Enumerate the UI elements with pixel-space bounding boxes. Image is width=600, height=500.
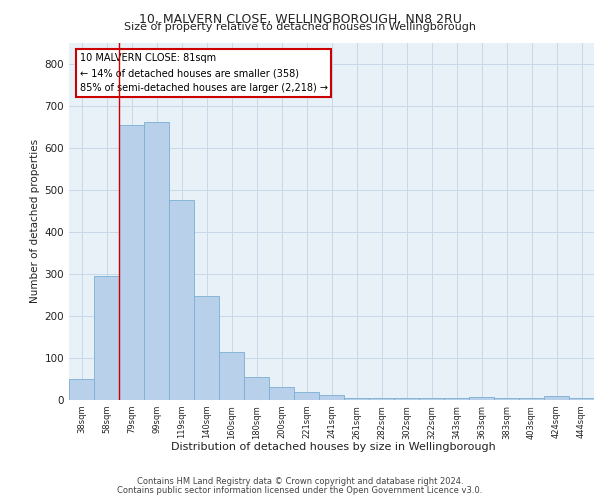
Bar <box>444 398 469 400</box>
Bar <box>494 398 519 400</box>
Text: Contains HM Land Registry data © Crown copyright and database right 2024.: Contains HM Land Registry data © Crown c… <box>137 477 463 486</box>
Bar <box>219 352 244 400</box>
Bar <box>319 395 344 400</box>
Bar <box>119 124 144 400</box>
Text: 10 MALVERN CLOSE: 81sqm
← 14% of detached houses are smaller (358)
85% of semi-d: 10 MALVERN CLOSE: 81sqm ← 14% of detache… <box>79 53 328 93</box>
Bar <box>94 276 119 400</box>
Bar <box>569 398 594 400</box>
Text: Distribution of detached houses by size in Wellingborough: Distribution of detached houses by size … <box>170 442 496 452</box>
Text: 10, MALVERN CLOSE, WELLINGBOROUGH, NN8 2RU: 10, MALVERN CLOSE, WELLINGBOROUGH, NN8 2… <box>139 12 461 26</box>
Bar <box>519 398 544 400</box>
Bar <box>244 377 269 400</box>
Bar <box>344 398 369 400</box>
Bar <box>194 296 219 400</box>
Bar <box>469 396 494 400</box>
Bar <box>169 200 194 400</box>
Bar <box>544 396 569 400</box>
Bar <box>394 398 419 400</box>
Bar <box>369 398 394 400</box>
Y-axis label: Number of detached properties: Number of detached properties <box>31 139 40 304</box>
Bar <box>144 122 169 400</box>
Bar <box>269 388 294 400</box>
Bar <box>419 398 444 400</box>
Bar <box>294 392 319 400</box>
Bar <box>69 379 94 400</box>
Text: Size of property relative to detached houses in Wellingborough: Size of property relative to detached ho… <box>124 22 476 32</box>
Text: Contains public sector information licensed under the Open Government Licence v3: Contains public sector information licen… <box>118 486 482 495</box>
